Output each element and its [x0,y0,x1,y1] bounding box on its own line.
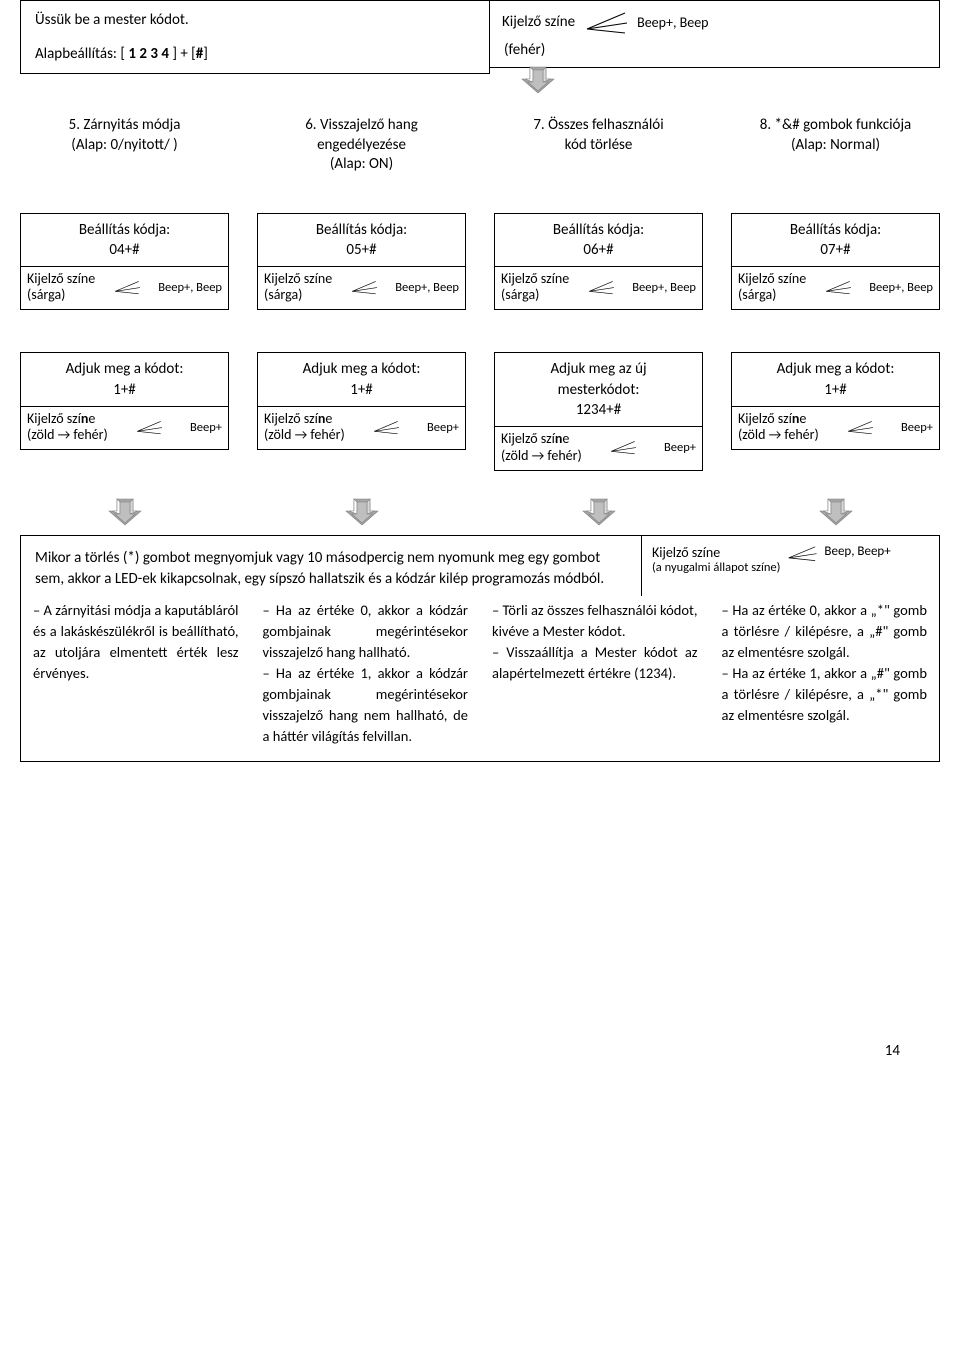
final-paragraph: Mikor a törlés (*) gombot megnyomjuk vag… [21,536,641,596]
sound-lines-icon [845,419,875,435]
final-col-2: – Törli az összes felhasználói kódot, ki… [480,596,710,761]
default-line: Alapbeállítás: [ 1 2 3 4 ] + [#] [35,45,475,63]
kijelzo-green-2: Kijelző színe (zöld → fehér) Beep+ [494,427,703,470]
sound-lines-icon [608,439,638,455]
beep-label: Beep+ [190,420,222,435]
setting-cell-0: Beállítás kódja: 04+# Kijelző színe (sár… [20,213,229,311]
default-prefix: Alapbeállítás: [ [35,45,128,63]
kijelzo-green-3: Kijelző színe (zöld → fehér) Beep+ [731,407,940,450]
final-col-0: – A zárnyitási módja a kaputábláról és a… [21,596,251,761]
arrows-to-final [20,497,940,527]
kijelzo-label: Kijelző színe [502,13,575,31]
default-suffix: ] + [ [169,45,196,63]
kijelzo-sub: (a nyugalmi állapot színe) [652,561,780,575]
setting-code-2: Beállítás kódja: 06+# [494,213,703,268]
beep-label: Beep, Beep+ [824,544,890,559]
top-row: Üssük be a mester kódot. Alapbeállítás: … [20,0,940,74]
kijelzo-sub: (sárga) [27,286,95,303]
beep-label: Beep+, Beep [158,280,222,295]
give-code-1: Adjuk meg a kódot: 1+# [257,352,466,407]
sound-lines-icon [371,419,401,435]
kijelzo-yellow-3: Kijelző színe (sárga) Beep+, Beep [731,267,940,310]
master-code-line1: Üssük be a mester kódot. [35,11,475,29]
kijelzo-green-0: Kijelző színe (zöld → fehér) Beep+ [20,407,229,450]
final-col-3: – Ha az értéke 0, akkor a „*" gomb a tör… [710,596,940,761]
default-code: 1 2 3 4 [128,45,169,63]
kijelzo-yellow-1: Kijelző színe (sárga) Beep+, Beep [257,267,466,310]
setting-code-1: Beállítás kódja: 05+# [257,213,466,268]
give-code-2: Adjuk meg az új mesterkódot: 1234+# [494,352,703,427]
setting-cell-3: Beállítás kódja: 07+# Kijelző színe (sár… [731,213,940,311]
setting-code-3: Beállítás kódja: 07+# [731,213,940,268]
kijelzo-green-1: Kijelző színe (zöld → fehér) Beep+ [257,407,466,450]
option-7: 7. Összes felhasználói kód törlése [494,112,703,159]
default-end: ] [203,45,208,63]
option-5: 5. Zárnyitás módja (Alap: 0/nyitott/ ) [20,112,229,159]
master-code-box: Üssük be a mester kódot. Alapbeállítás: … [20,0,490,74]
down-arrow-icon [520,65,556,95]
give-code-row: Adjuk meg a kódot: 1+# Kijelző színe (zö… [20,352,940,470]
page: Üssük be a mester kódot. Alapbeállítás: … [0,0,960,1080]
give-code-3: Adjuk meg a kódot: 1+# [731,352,940,407]
down-arrow-icon [107,497,143,527]
final-col-1: – Ha az értéke 0, akkor a kódzár gombjai… [251,596,481,761]
option-8: 8. *&# gombok funkciója (Alap: Normal) [731,112,940,159]
setting-code-0: Beállítás kódja: 04+# [20,213,229,268]
kijelzo-yellow-2: Kijelző színe (sárga) Beep+, Beep [494,267,703,310]
beep-label: Beep+, Beep [637,14,708,31]
sound-lines-icon [586,279,616,295]
kijelzo-label: Kijelző színe [652,544,780,561]
options-row: 5. Zárnyitás módja (Alap: 0/nyitott/ ) 6… [20,112,940,179]
sound-lines-icon [349,279,379,295]
down-arrow-icon [581,497,617,527]
final-columns: – A zárnyitási módja a kaputábláról és a… [21,596,939,761]
setting-cell-1: Beállítás kódja: 05+# Kijelző színe (sár… [257,213,466,311]
sound-lines-icon [583,9,629,35]
sound-lines-icon [823,279,853,295]
top-kijelzo-box: Kijelző színe Beep+, Beep (fehér) [490,0,940,68]
give-code-0: Adjuk meg a kódot: 1+# [20,352,229,407]
final-kijelzo: Kijelző színe (a nyugalmi állapot színe)… [641,536,939,596]
option-6: 6. Visszajelző hang engedélyezése (Alap:… [257,112,466,179]
down-arrow-icon [344,497,380,527]
kijelzo-sub: (zöld → fehér) [27,426,108,443]
setting-cell-2: Beállítás kódja: 06+# Kijelző színe (sár… [494,213,703,311]
kijelzo-label: Kijelző színe [27,411,108,426]
sound-lines-icon [112,279,142,295]
page-number: 14 [20,762,940,1080]
kijelzo-sub: (fehér) [502,41,545,59]
setting-codes-row: Beállítás kódja: 04+# Kijelző színe (sár… [20,213,940,311]
kijelzo-label: Kijelző színe [27,271,95,286]
final-block: Mikor a törlés (*) gombot megnyomjuk vag… [20,535,940,762]
sound-lines-icon [786,544,818,562]
kijelzo-yellow-0: Kijelző színe (sárga) Beep+, Beep [20,267,229,310]
down-arrow-icon [818,497,854,527]
sound-lines-icon [134,419,164,435]
